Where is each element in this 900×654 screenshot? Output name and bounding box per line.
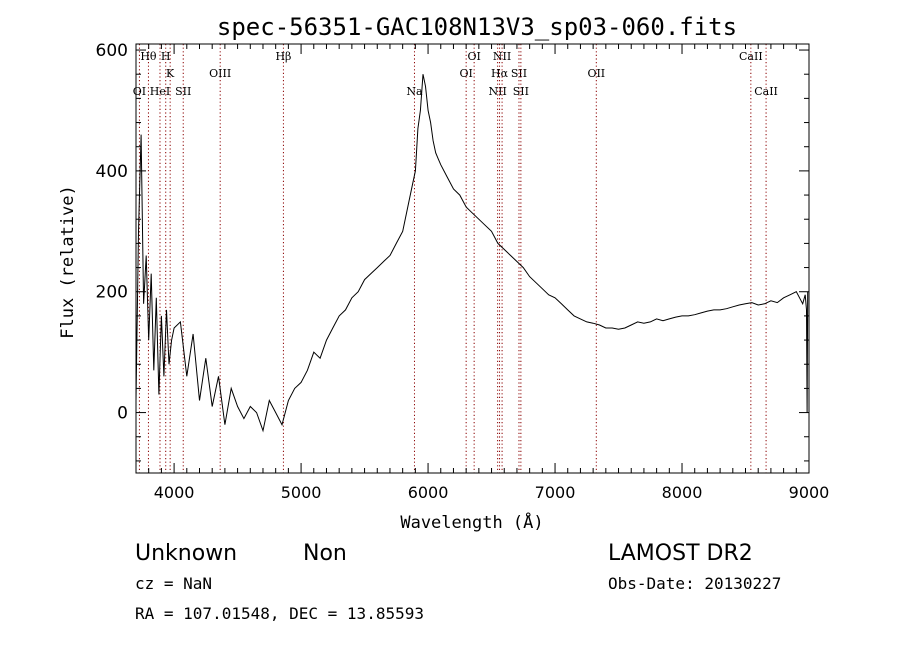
line-label-8: Na bbox=[406, 85, 423, 98]
obs-date-label: Obs-Date: 20130227 bbox=[608, 574, 781, 593]
line-label-12: NII bbox=[493, 50, 511, 63]
x-tick-label-3: 7000 bbox=[535, 483, 576, 502]
y-tick-label-3: 600 bbox=[96, 41, 128, 61]
plot-frame bbox=[135, 43, 810, 474]
x-tick-label-1: 5000 bbox=[281, 483, 322, 502]
line-label-10: OI bbox=[467, 50, 480, 63]
y-tick-label-0: 0 bbox=[117, 404, 128, 424]
x-tick-label-5: 9000 bbox=[789, 483, 830, 502]
line-label-18: CaII bbox=[754, 85, 778, 98]
y-tick-label-2: 400 bbox=[96, 162, 128, 182]
y-tick-label-1: 200 bbox=[96, 283, 128, 303]
x-tick-label-2: 6000 bbox=[408, 483, 449, 502]
line-label-4: K bbox=[166, 67, 175, 80]
line-label-7: Hβ bbox=[275, 50, 291, 63]
line-label-5: SII bbox=[175, 85, 191, 98]
survey-label: LAMOST DR2 bbox=[608, 541, 753, 566]
line-label-1: Hθ bbox=[140, 50, 157, 63]
tick-labels: 4000 5000 6000 7000 8000 9000 0 200 400 600 bbox=[96, 41, 830, 502]
axis-ticks bbox=[135, 44, 810, 473]
line-label-16: OII bbox=[587, 67, 605, 80]
line-label-14: SII bbox=[511, 67, 527, 80]
line-label-17: CaII bbox=[739, 50, 763, 63]
line-label-3: H bbox=[161, 50, 171, 63]
line-label-0: OI bbox=[133, 85, 146, 98]
line-label-11: NII bbox=[488, 85, 506, 98]
spectrum-series bbox=[135, 74, 809, 433]
chart-title: spec-56351-GAC108N13V3_sp03-060.fits bbox=[217, 13, 737, 41]
line-label-6: OIII bbox=[209, 67, 231, 80]
coordinates-label: RA = 107.01548, DEC = 13.85593 bbox=[135, 604, 424, 623]
line-label-15: SII bbox=[513, 85, 529, 98]
y-axis-label: Flux (relative) bbox=[58, 185, 78, 339]
line-label-2: HeI bbox=[150, 85, 170, 98]
subclass-label: Non bbox=[303, 541, 347, 566]
class-label: Unknown bbox=[135, 541, 237, 566]
line-label-13: Hα bbox=[491, 67, 509, 80]
redshift-label: cz = NaN bbox=[135, 574, 212, 593]
x-tick-label-4: 8000 bbox=[662, 483, 703, 502]
x-tick-label-0: 4000 bbox=[154, 483, 195, 502]
x-axis-label: Wavelength (Å) bbox=[400, 511, 543, 533]
spectrum-line-0 bbox=[135, 74, 809, 433]
line-label-9: OI bbox=[459, 67, 472, 80]
